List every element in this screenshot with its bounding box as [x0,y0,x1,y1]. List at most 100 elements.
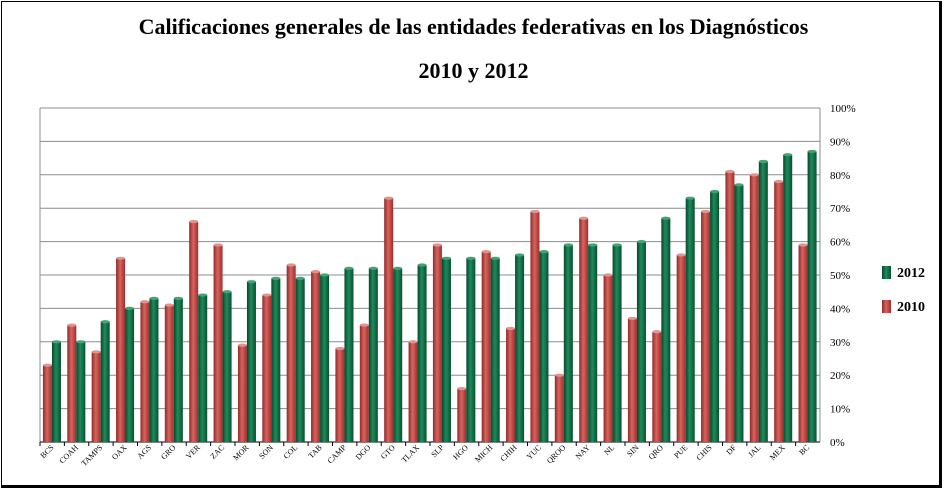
bar-cap-2012 [685,196,695,200]
bar-2012-dgo [368,268,378,442]
x-tick-label: TLAX [400,443,422,465]
bar-cap-2010 [164,303,174,307]
bar-2012-mich [490,258,500,442]
bar-cap-2012 [393,266,403,270]
legend-label-2010: 2010 [897,300,925,315]
bar-cap-2012 [149,296,159,300]
bar-2010-tlax [408,341,418,442]
bar-2010-zac [213,244,223,442]
bar-2010-mich [481,251,491,442]
bar-2012-yuc [539,251,549,442]
bar-cap-2012 [295,276,305,280]
bar-2012-ver [198,295,208,442]
y-tick-label: 40% [830,303,850,315]
x-tick-label: BC [797,443,811,457]
bar-2010-mor [237,345,247,442]
x-tick-label: NL [602,443,616,457]
bar-cap-2012 [807,149,817,154]
bar-cap-2010 [676,253,686,257]
bar-2012-tamps [100,321,110,442]
bar-cap-2012 [51,340,61,344]
bar-cap-2012 [490,256,500,260]
legend-swatch-2012 [882,266,891,279]
bar-cap-2012 [173,296,183,300]
bar-2010-slp [432,244,442,442]
bar-2010-bcs [42,365,52,442]
bar-cap-2010 [359,323,369,327]
bar-2010-mex [774,181,784,443]
bar-cap-2010 [286,263,296,267]
bar-cap-2010 [189,219,199,224]
bar-cap-2012 [222,290,232,294]
bar-cap-2012 [368,266,378,270]
x-tick-label: SIN [625,443,641,459]
bar-2012-hgo [466,258,476,442]
y-tick-label: 80% [830,170,850,182]
bar-cap-2010 [116,256,126,260]
bar-2012-qro [661,218,671,442]
bar-2010-ags [140,301,150,442]
bar-cap-2010 [506,326,516,331]
x-tick-label: QROO [545,443,568,466]
bar-2010-col [286,264,296,442]
bar-2012-nay [588,244,598,442]
bar-cap-2010 [725,169,735,174]
x-tick-label: MICH [473,443,494,464]
bar-2012-zac [222,291,232,442]
bar-cap-2010 [91,350,101,354]
bar-cap-2010 [408,340,418,344]
bar-2012-chih [515,254,525,442]
bar-cap-2012 [125,306,135,310]
x-tick-label: TAB [307,443,324,460]
bar-2012-gto [393,268,403,442]
bar-2010-gto [384,198,394,442]
x-tick-label: MOR [231,443,251,463]
y-tick-label: 30% [830,337,850,349]
bar-2012-oax [125,308,135,442]
bar-cap-2012 [441,256,451,260]
bar-cap-2012 [76,340,86,344]
x-tick-label: CAMP [326,443,349,466]
x-tick-label: SON [257,443,275,461]
bar-cap-2012 [466,256,476,260]
x-tick-label: TAMPS [80,443,105,468]
chart-subtitle: 2010 y 2012 [418,58,529,83]
bar-2012-camp [344,268,354,442]
bar-2012-df [734,184,744,442]
bar-2012-gro [173,298,183,442]
bar-2012-bc [807,151,817,443]
bar-cap-2012 [588,243,598,247]
bar-cap-2012 [783,153,793,157]
bar-2010-bc [798,244,808,442]
bar-cap-2012 [271,276,281,280]
bar-2010-tamps [91,351,101,442]
bar-cap-2010 [237,343,247,347]
x-tick-label: ZAC [209,443,227,461]
y-tick-label: 90% [830,136,850,148]
bar-2012-coah [76,341,86,442]
bar-2010-son [262,295,272,442]
plot-area: 0% 10% 20% 30% 40% 50% 60% 70% 80% 90% 100% BCS COAH… [39,103,856,468]
bar-cap-2010 [530,209,540,214]
x-tick-label: CHIS [694,443,713,462]
y-tick-label: 60% [830,237,850,249]
bar-2010-yuc [530,211,540,442]
bar-cap-2012 [661,216,671,220]
bar-2012-bcs [51,341,61,442]
bar-2012-son [271,278,281,442]
bar-cap-2010 [554,373,564,377]
bar-cap-2010 [457,386,467,391]
bar-2010-tab [311,271,321,442]
bar-2012-ags [149,298,159,442]
bar-2012-tab [320,275,330,442]
x-tick-label: COL [282,443,300,461]
bar-2010-oax [116,258,126,442]
bar-cap-2010 [335,346,345,351]
bar-2012-tlax [417,264,427,442]
bar-cap-2010 [384,196,394,200]
bar-cap-2010 [42,363,52,367]
x-tick-label: SLP [429,443,446,460]
bar-2012-slp [441,258,451,442]
bar-2010-gro [164,305,174,442]
